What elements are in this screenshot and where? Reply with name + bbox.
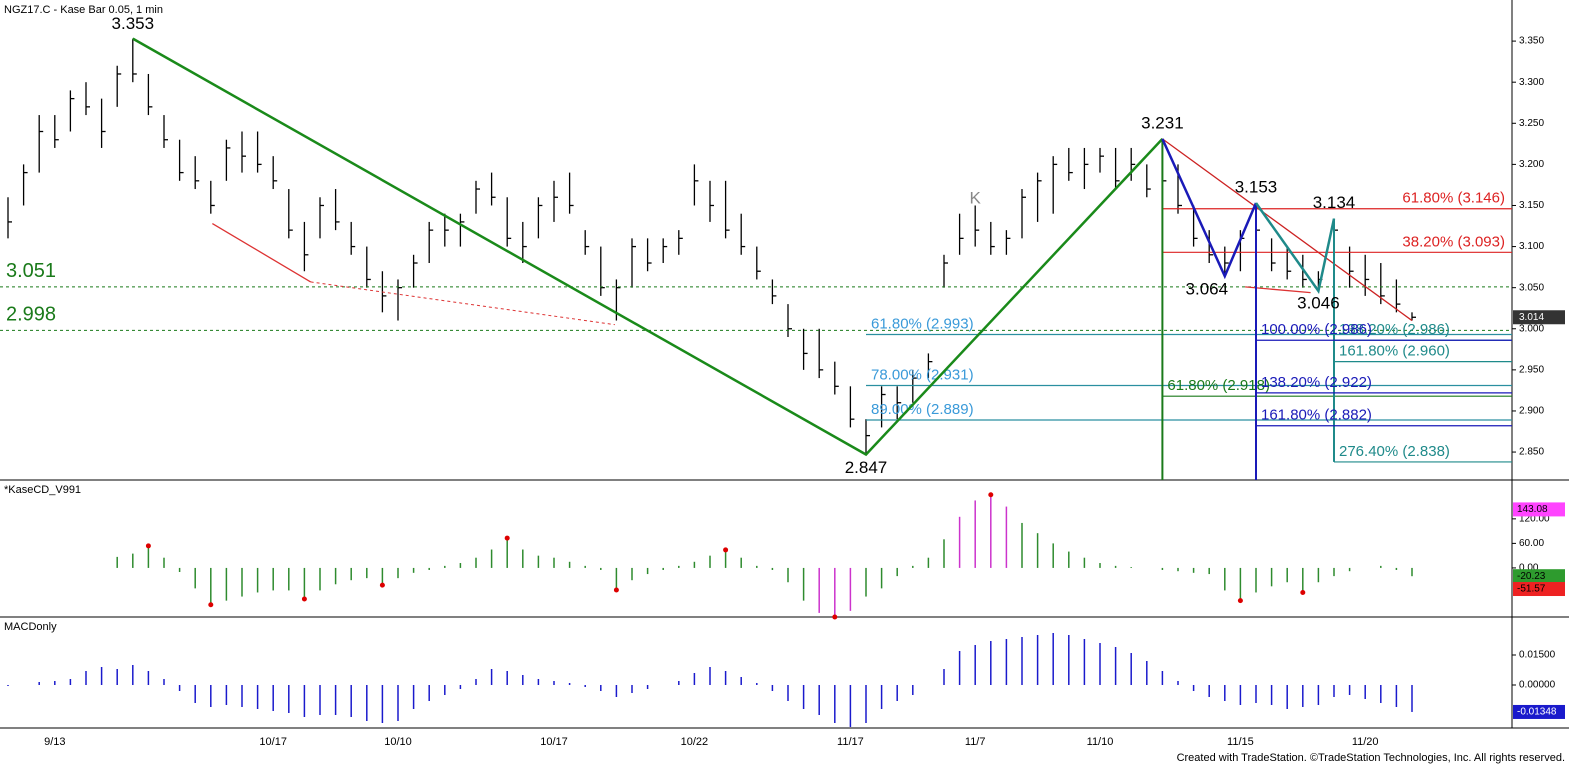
pivot-label: 3.134 xyxy=(1313,193,1356,212)
value-box-label: -51.57 xyxy=(1517,584,1546,595)
value-box-label: 143.08 xyxy=(1517,504,1548,515)
y-tick-label: 3.050 xyxy=(1519,282,1544,293)
pivot-label: 3.153 xyxy=(1235,177,1278,196)
y-tick-label: 3.300 xyxy=(1519,77,1544,88)
y-tick-label: 0.00 xyxy=(1519,563,1539,574)
x-tick-label: 11/7 xyxy=(965,736,986,748)
pane-title: *KaseCD_V991 xyxy=(4,484,81,496)
pivot-label: 2.847 xyxy=(845,458,888,477)
pivot-label: 3.353 xyxy=(112,14,155,33)
y-tick-label: 2.900 xyxy=(1519,406,1544,417)
swing-line xyxy=(1161,138,1258,280)
pane-title: MACDonly xyxy=(4,621,57,633)
fib-label: 61.80% (2.918) xyxy=(1167,377,1270,394)
signal-dot xyxy=(208,602,214,608)
fib-label: 276.40% (2.838) xyxy=(1339,443,1450,460)
x-tick-label: 11/15 xyxy=(1227,736,1254,748)
trend-line xyxy=(1162,138,1413,322)
x-tick-label: 9/13 xyxy=(44,736,65,748)
level-label: 3.051 xyxy=(6,260,56,282)
fib-label: 38.20% (3.093) xyxy=(1402,233,1505,250)
x-tick-label: 11/20 xyxy=(1352,736,1379,748)
y-tick-label: 3.350 xyxy=(1519,36,1544,47)
last-price-box xyxy=(1513,310,1565,325)
pivot-label: 3.064 xyxy=(1186,280,1229,299)
fib-label: 61.80% (3.146) xyxy=(1402,190,1505,207)
y-tick-label: 0.00000 xyxy=(1519,680,1556,691)
x-tick-label: 10/22 xyxy=(681,736,709,748)
trend-line xyxy=(212,223,311,283)
fib-label: 61.80% (2.993) xyxy=(871,315,974,332)
signal-dot xyxy=(988,492,994,498)
y-tick-label: 3.000 xyxy=(1519,323,1544,334)
level-label: 2.998 xyxy=(6,304,56,326)
x-tick-label: 11/17 xyxy=(837,736,864,748)
fib-label: 161.80% (2.960) xyxy=(1339,343,1450,360)
x-tick-label: 10/10 xyxy=(384,736,412,748)
signal-dot xyxy=(723,547,729,553)
x-tick-label: 11/10 xyxy=(1087,736,1114,748)
signal-dot xyxy=(832,614,838,620)
signal-dot xyxy=(1237,598,1243,604)
annotation: K xyxy=(970,188,982,207)
y-tick-label: 0.01500 xyxy=(1519,650,1556,661)
value-box xyxy=(1513,582,1565,597)
value-box xyxy=(1513,704,1565,719)
y-tick-label: 120.00 xyxy=(1519,513,1550,524)
fib-label: 78.00% (2.931) xyxy=(871,366,974,383)
value-box-label: -20.23 xyxy=(1517,571,1546,582)
fib-label: 89.00% (2.889) xyxy=(871,401,974,418)
footer: Created with TradeStation. ©TradeStation… xyxy=(1177,752,1565,764)
y-tick-label: 3.200 xyxy=(1519,159,1544,170)
x-tick-label: 10/17 xyxy=(259,736,287,748)
swing-line xyxy=(132,37,1164,457)
pivot-label: 3.046 xyxy=(1297,293,1340,312)
y-tick-label: 2.950 xyxy=(1519,365,1544,376)
fib-label: 138.20% (2.922) xyxy=(1261,374,1372,391)
last-price-label: 3.014 xyxy=(1519,312,1544,323)
pivot-label: 3.231 xyxy=(1141,113,1184,132)
pane-title: NGZ17.C - Kase Bar 0.05, 1 min xyxy=(4,4,163,16)
signal-dot xyxy=(145,543,151,549)
value-box xyxy=(1513,569,1565,584)
signal-dot xyxy=(504,535,510,541)
y-tick-label: 60.00 xyxy=(1519,538,1544,549)
fib-label: 138.20% (2.986) xyxy=(1339,321,1450,338)
signal-dot xyxy=(379,582,385,588)
value-box xyxy=(1513,502,1565,517)
y-tick-label: 2.850 xyxy=(1519,447,1544,458)
signal-dot xyxy=(1300,589,1306,595)
swing-line xyxy=(1254,202,1336,294)
signal-dot xyxy=(301,596,307,602)
fib-label: 100.00% (2.986) xyxy=(1261,321,1372,338)
signal-dot xyxy=(613,587,619,593)
y-tick-label: 3.150 xyxy=(1519,200,1544,211)
y-tick-label: 3.100 xyxy=(1519,241,1544,252)
value-box-label: -0.01348 xyxy=(1517,707,1557,718)
y-tick-label: 3.250 xyxy=(1519,118,1544,129)
fib-label: 161.80% (2.882) xyxy=(1261,407,1372,424)
x-tick-label: 10/17 xyxy=(540,736,568,748)
